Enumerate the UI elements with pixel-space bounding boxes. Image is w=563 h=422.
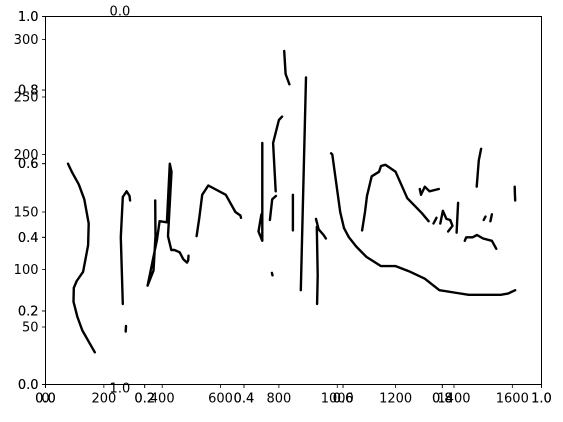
stroke-line-22 — [490, 214, 492, 221]
x-tick-label: 800 — [266, 392, 291, 407]
stroke-line-7 — [272, 273, 273, 275]
x-tick-label: 0.2 — [134, 392, 155, 407]
y-tick-label: 50 — [22, 321, 39, 336]
stroke-line-13 — [317, 227, 318, 304]
y-tick-label: 1.0 — [18, 10, 39, 25]
x-tick-label: 0.4 — [234, 392, 255, 407]
stray-label: 0.0 — [110, 5, 131, 20]
stroke-line-21 — [484, 217, 486, 220]
y-tick-label: 0.8 — [18, 84, 39, 99]
y-tick-label: 0.4 — [18, 231, 39, 246]
x-tick-label: 1.0 — [531, 392, 552, 407]
x-tick-label: 600 — [208, 392, 233, 407]
x-tick-label: 1200 — [379, 392, 412, 407]
y-tick-label: 0.6 — [18, 157, 39, 172]
y-tick-label: 0.0 — [18, 378, 39, 393]
stroke-line-23 — [515, 187, 516, 201]
y-tick-label: 300 — [14, 33, 39, 48]
y-tick-label: 100 — [14, 263, 39, 278]
stroke-line-18 — [457, 203, 459, 233]
x-tick-label: 0.6 — [333, 392, 354, 407]
x-tick-label: 1600 — [496, 392, 529, 407]
stray-label: 1.0 — [110, 382, 131, 397]
y-tick-label: 150 — [14, 206, 39, 221]
x-tick-label: 0.0 — [35, 392, 56, 407]
x-tick-label: 0.8 — [432, 392, 453, 407]
y-tick-label: 0.2 — [18, 304, 39, 319]
